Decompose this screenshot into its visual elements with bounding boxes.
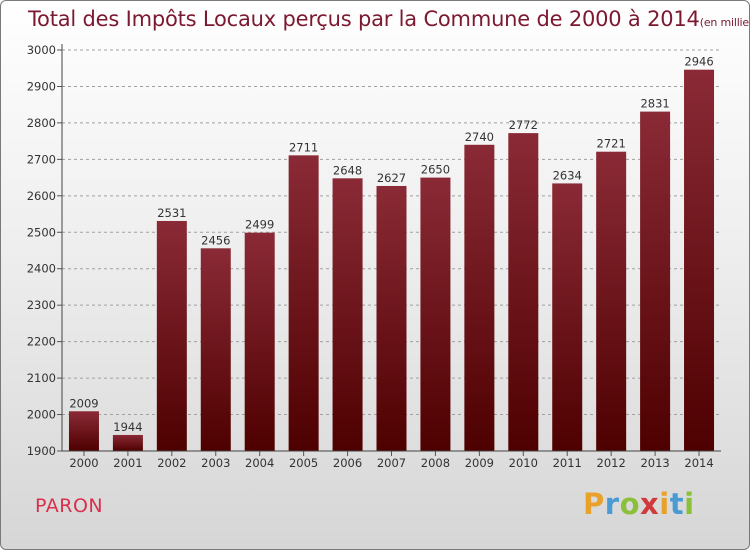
bars (68, 69, 715, 452)
y-tick-label: 2300 (27, 298, 56, 312)
y-tick-label: 2400 (27, 262, 56, 276)
x-tick-label: 2000 (69, 456, 98, 470)
logo-letter: r (604, 487, 620, 521)
bar (464, 144, 495, 452)
y-tick-label: 2700 (27, 152, 56, 166)
bar (156, 220, 187, 451)
commune-name: PARON (35, 495, 104, 517)
value-label: 2531 (157, 206, 186, 220)
bar (508, 133, 539, 451)
logo-letter: P (583, 487, 605, 521)
bar (200, 248, 231, 451)
bar (596, 151, 627, 451)
value-label: 2627 (377, 171, 406, 185)
bar (332, 178, 363, 451)
x-tick-label: 2011 (553, 456, 582, 470)
bar (288, 155, 319, 451)
bar (552, 183, 583, 451)
value-label: 2499 (245, 218, 274, 232)
value-label: 2711 (289, 140, 318, 154)
value-label: 1944 (113, 420, 142, 434)
logo-letter: o (619, 487, 641, 521)
bar (420, 177, 451, 451)
bar (376, 185, 407, 451)
chart-title: Total des Impôts Locaux perçus par la Co… (28, 7, 749, 31)
logo-letter: i (659, 487, 670, 521)
y-tick-label: 2900 (27, 79, 56, 93)
x-tick-label: 2010 (509, 456, 538, 470)
y-tick-label: 2100 (27, 371, 56, 385)
y-tick-label: 2500 (27, 225, 56, 239)
x-tick-label: 2002 (157, 456, 186, 470)
title-text: Total des Impôts Locaux perçus par la Co… (28, 7, 700, 31)
y-tick-label: 3000 (27, 43, 56, 57)
x-tick-label: 2007 (377, 456, 406, 470)
logo-letter: t (669, 487, 685, 521)
y-tick-label: 2200 (27, 335, 56, 349)
x-tick-label: 2005 (289, 456, 318, 470)
logo-letter: x (640, 487, 660, 521)
y-tick-label: 1900 (27, 444, 56, 458)
unit-label: (en milliers d'€) (699, 16, 749, 29)
y-tick-label: 2600 (27, 189, 56, 203)
value-label: 2009 (69, 396, 98, 410)
value-label: 2721 (597, 137, 626, 151)
value-label: 2946 (684, 55, 713, 69)
x-tick-label: 2001 (113, 456, 142, 470)
value-label: 2772 (509, 118, 538, 132)
bar (640, 111, 671, 451)
y-tick-label: 2000 (27, 408, 56, 422)
value-label: 2634 (553, 168, 582, 182)
axes (57, 44, 721, 456)
logo-letter: i (684, 487, 695, 521)
x-tick-label: 2004 (245, 456, 274, 470)
value-label: 2456 (201, 233, 230, 247)
bar (244, 232, 275, 451)
bar (684, 69, 715, 451)
proxiti-logo[interactable]: Proxiti (583, 487, 695, 521)
value-label: 2650 (421, 163, 450, 177)
y-tick-label: 2800 (27, 116, 56, 130)
value-label: 2740 (465, 130, 494, 144)
value-label: 2648 (333, 163, 362, 177)
bar (68, 411, 99, 451)
x-tick-label: 2008 (421, 456, 450, 470)
x-tick-label: 2003 (201, 456, 230, 470)
x-tick-label: 2009 (465, 456, 494, 470)
x-tick-label: 2012 (597, 456, 626, 470)
value-label: 2831 (640, 97, 669, 111)
labels: 1900 2000 2100 2200 2300 2400 2500 2600 2700 2800… (27, 43, 714, 470)
x-tick-label: 2013 (640, 456, 669, 470)
x-tick-label: 2006 (333, 456, 362, 470)
bar (112, 434, 143, 451)
x-tick-label: 2014 (684, 456, 713, 470)
